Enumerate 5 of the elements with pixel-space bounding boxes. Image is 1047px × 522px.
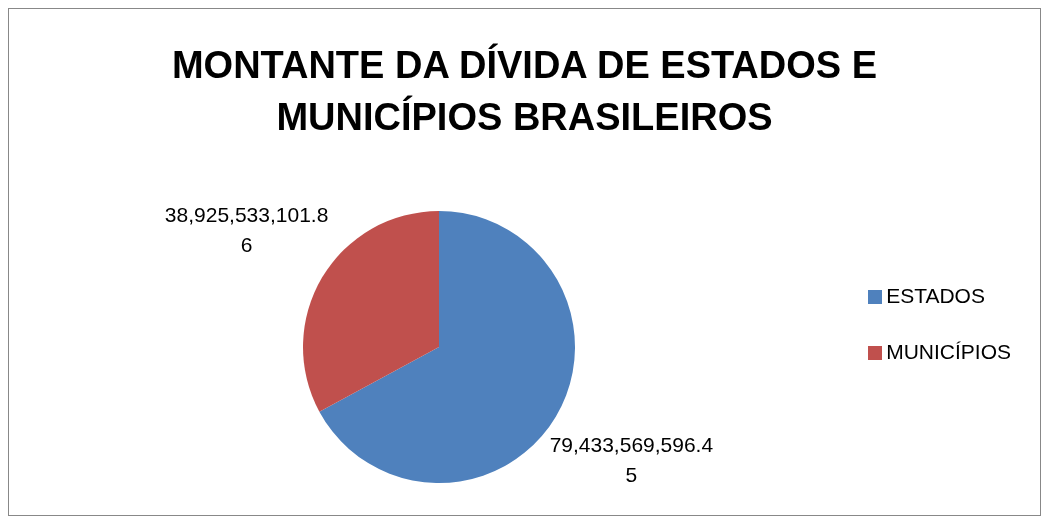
data-label: 38,925,533,101.86 [164, 203, 329, 257]
legend-label: MUNICÍPIOS [886, 340, 1011, 363]
chart-title: MONTANTE DA DÍVIDA DE ESTADOS E MUNICÍPIOS BRASILEIROS [170, 42, 879, 140]
legend-label: ESTADOS [886, 284, 985, 307]
data-label: 79,433,569,596.45 [549, 432, 714, 486]
